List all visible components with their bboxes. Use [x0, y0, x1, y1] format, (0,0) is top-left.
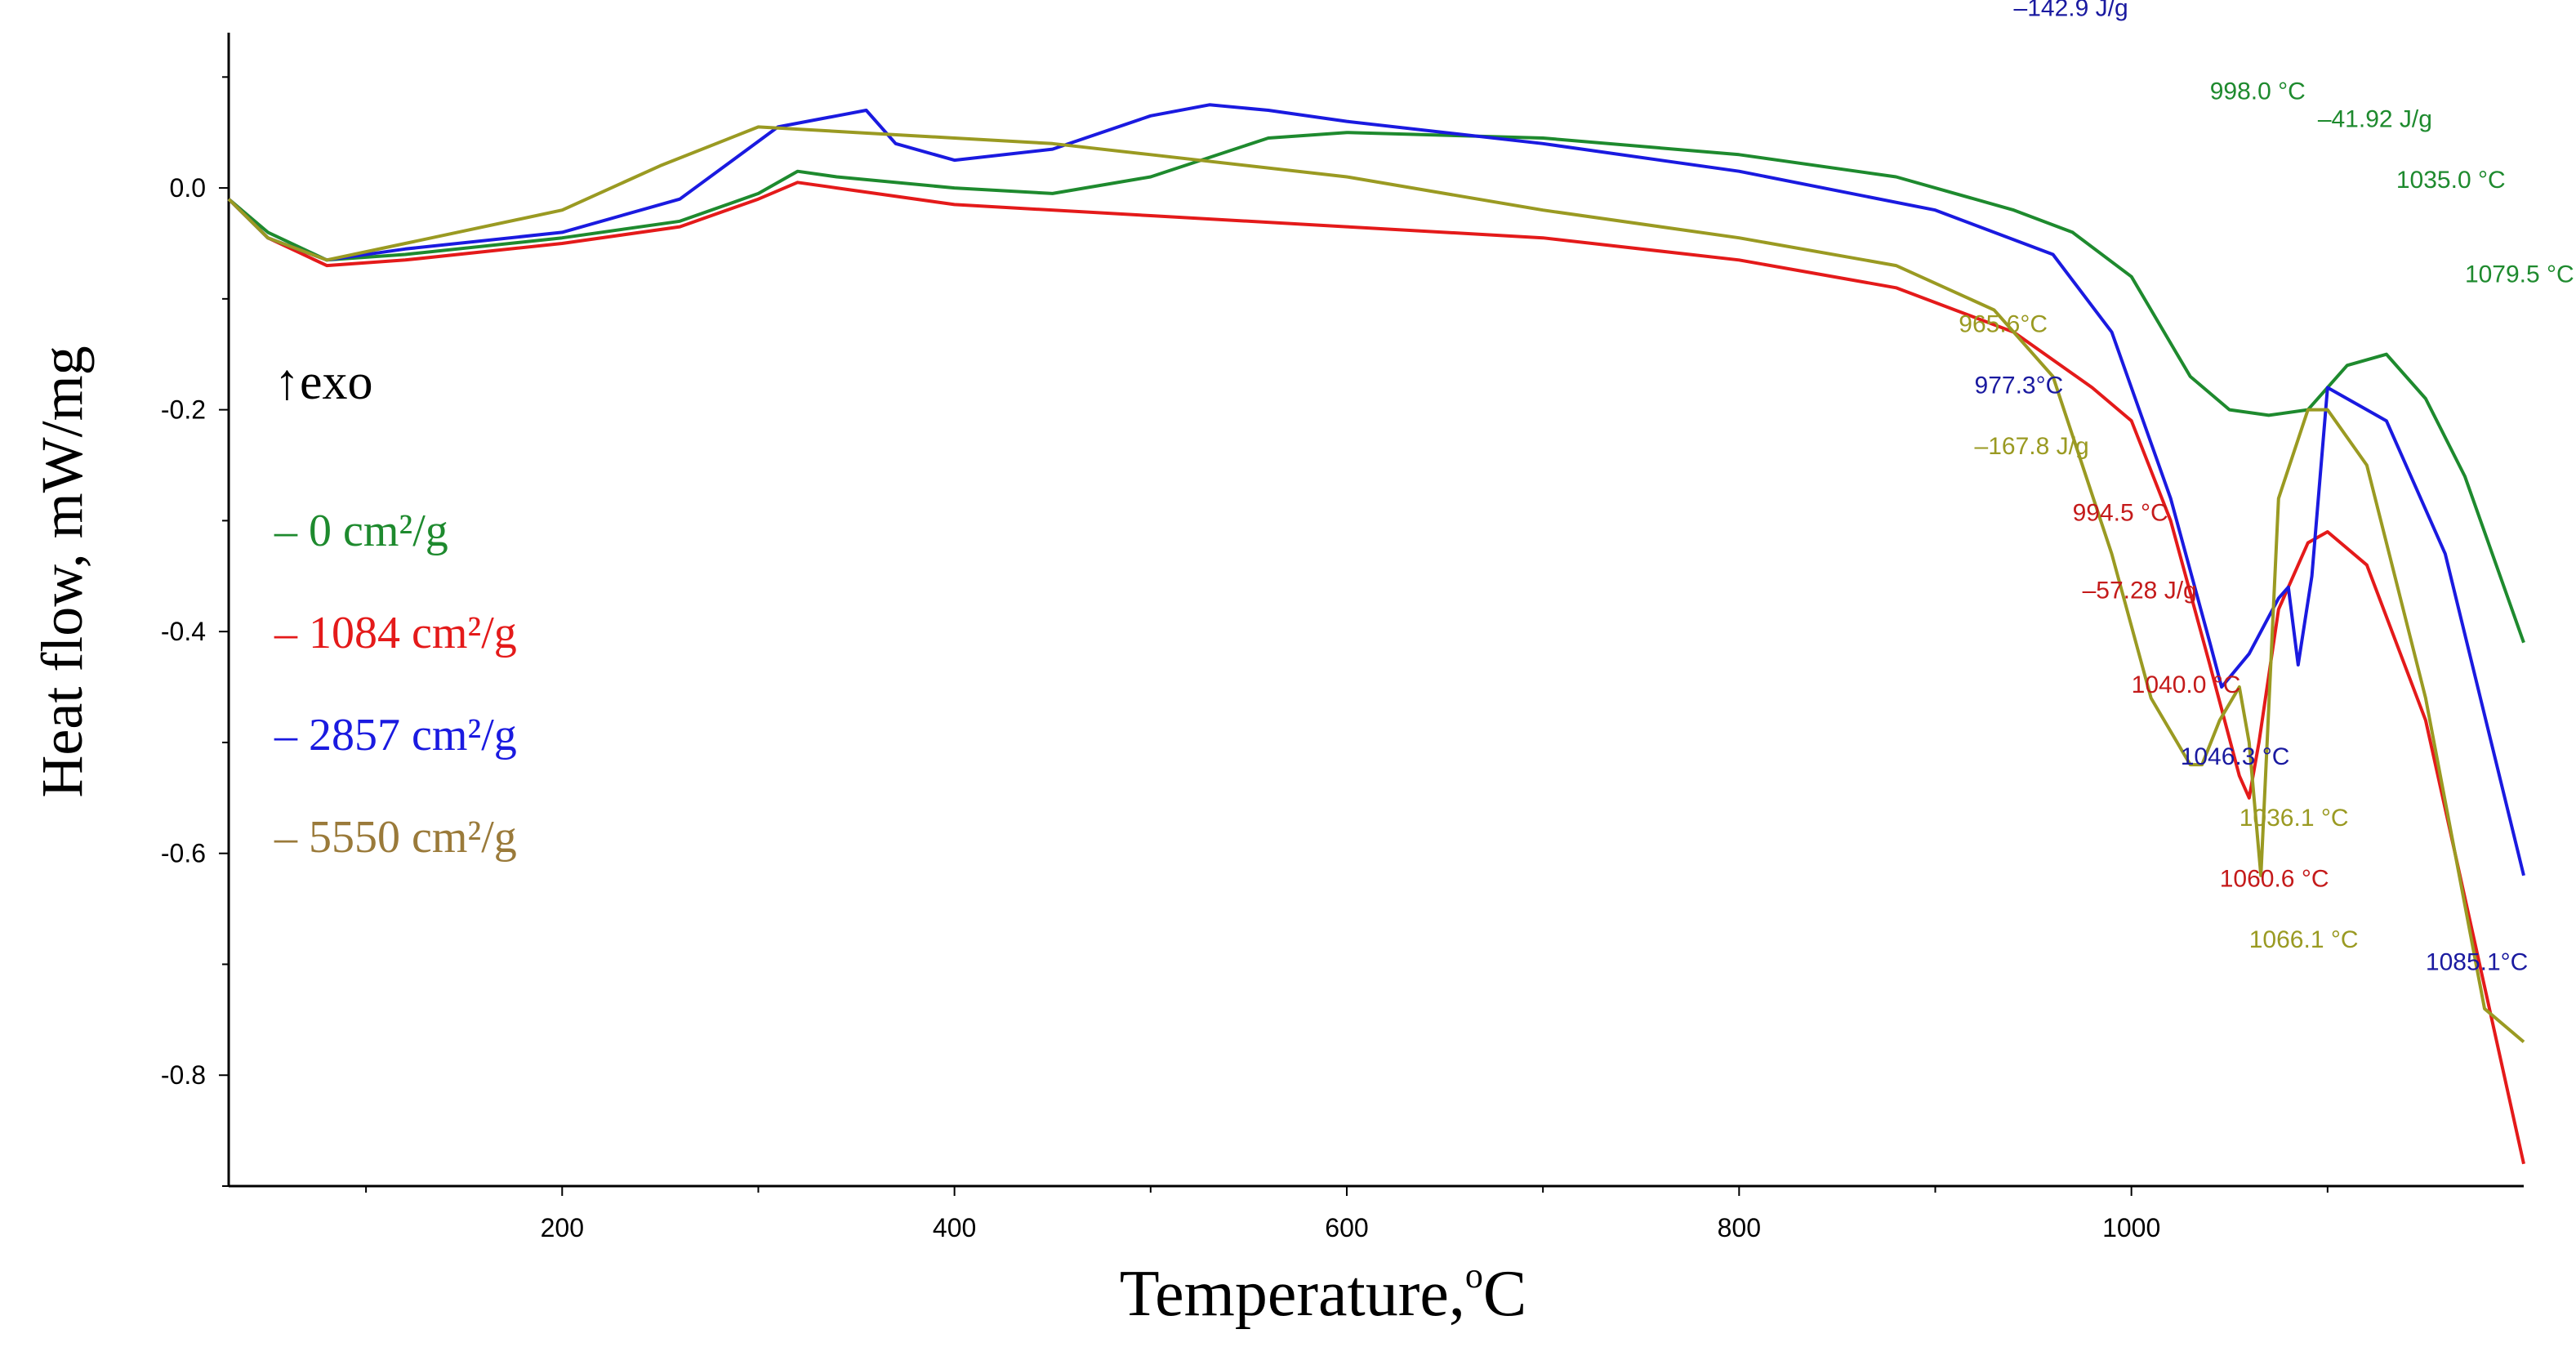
annotation-label: 1040.0 °C — [2132, 671, 2241, 698]
x-tick-label: 400 — [933, 1213, 976, 1242]
x-axis-label-text: Temperature, — [1120, 1258, 1465, 1330]
annotation-label: 1079.5 °C — [2465, 261, 2574, 288]
legend-entry: – 0 cm²/g — [274, 506, 448, 556]
annotation-label: 1036.1 °C — [2240, 805, 2349, 832]
series-lines — [227, 103, 2525, 1165]
annotation-label: –142.9 J/g — [2014, 0, 2128, 22]
axes — [227, 33, 2524, 1188]
annotation-label: –57.28 J/g — [2083, 577, 2197, 604]
y-axis-label: Heat flow, mW/mg — [29, 346, 95, 797]
y-tick-label: -0.4 — [161, 617, 206, 646]
series-line-2 — [227, 103, 2525, 876]
series-line-0 — [227, 131, 2525, 644]
annotation-label: 1085.1°C — [2426, 948, 2528, 975]
y-tick-label: 0.0 — [170, 173, 206, 203]
y-tick-label: -0.6 — [161, 839, 206, 868]
legend-entry: – 5550 cm²/g — [274, 812, 517, 863]
annotation-label: 977.3°C — [1975, 372, 2064, 399]
x-tick-label: 1000 — [2102, 1213, 2160, 1242]
annotation-label: –41.92 J/g — [2318, 105, 2432, 132]
annotations: –142.9 J/g 998.0 °C –41.92 J/g 1035.0 °C 107… — [1959, 0, 2574, 975]
annotation-label: 1046.3 °C — [2181, 743, 2290, 770]
x-tick-label: 800 — [1718, 1213, 1761, 1242]
x-axis-label-degree: o — [1465, 1256, 1483, 1296]
legend-entry: – 1084 cm²/g — [274, 608, 517, 658]
annotation-label: –167.8 J/g — [1975, 433, 2089, 460]
annotation-label: 1066.1 °C — [2249, 926, 2359, 953]
annotation-label: 994.5 °C — [2073, 499, 2168, 526]
x-axis-label: Temperature,oC — [1120, 1256, 1526, 1330]
annotation-label: 1035.0 °C — [2396, 167, 2506, 194]
x-tick-label: 200 — [541, 1213, 584, 1242]
legend: – 0 cm²/g – 1084 cm²/g – 2857 cm²/g – 5550 … — [274, 506, 517, 863]
y-tick-label: -0.2 — [161, 395, 206, 425]
series-line-3 — [227, 125, 2525, 1044]
annotation-label: 965.6°C — [1959, 311, 2048, 338]
y-tick-label: -0.8 — [161, 1060, 206, 1090]
series-line-1 — [227, 181, 2525, 1165]
exo-indicator: ↑exo — [274, 355, 373, 410]
x-axis-label-unit: C — [1483, 1258, 1526, 1330]
legend-entry: – 2857 cm²/g — [274, 710, 517, 761]
annotation-label: 1060.6 °C — [2220, 865, 2329, 892]
annotation-label: 998.0 °C — [2210, 78, 2306, 105]
x-tick-label: 600 — [1325, 1213, 1368, 1242]
ticks: 200 400 600 800 1000 0.0 -0.2 -0.4 -0.6 -0.8 — [161, 76, 2329, 1242]
